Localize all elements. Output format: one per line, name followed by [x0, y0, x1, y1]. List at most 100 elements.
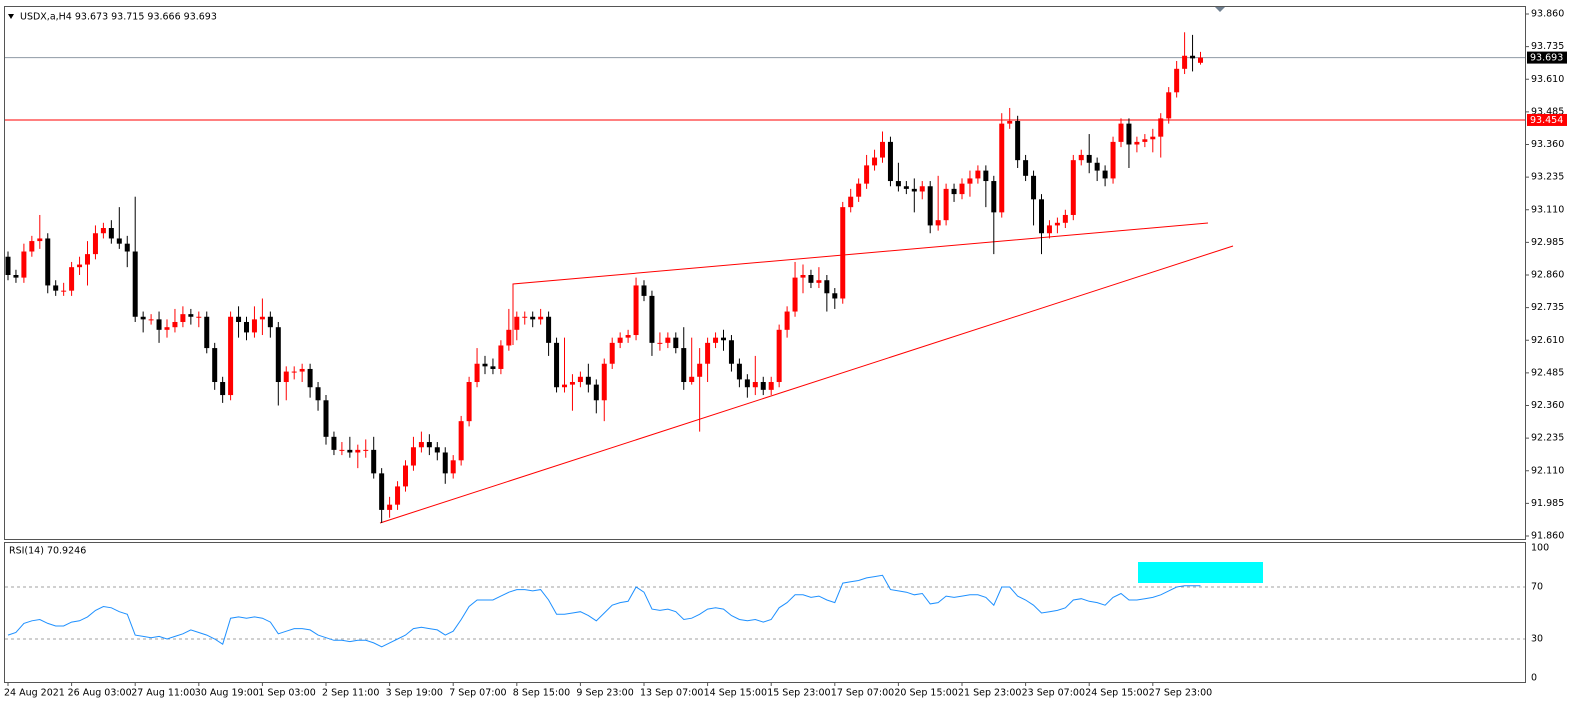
candle-body: [450, 460, 456, 474]
candle-body: [657, 342, 663, 344]
x-tick-label: 20 Sep 15:00: [894, 688, 957, 699]
candle-body: [212, 348, 218, 383]
candle-body: [768, 382, 774, 390]
candle-body: [100, 228, 106, 234]
trend-line[interactable]: [512, 222, 1209, 345]
candle-body: [1023, 160, 1029, 176]
y-tick-label: 92.985: [1531, 237, 1564, 248]
candle-body: [816, 280, 822, 283]
candle-body: [983, 170, 989, 182]
x-tick-label: 15 Sep 23:00: [767, 688, 830, 699]
candle-body: [299, 368, 305, 372]
x-tick-label: 27 Sep 23:00: [1149, 688, 1212, 699]
y-tick-label: 92.235: [1531, 433, 1564, 444]
price-label: 93.693: [1530, 53, 1563, 64]
candle-body: [267, 316, 273, 328]
x-tick-label: 9 Sep 23:00: [576, 688, 633, 699]
candle-body: [784, 311, 790, 330]
candle-body: [1150, 136, 1156, 140]
highlight-box[interactable]: [1138, 562, 1263, 583]
candle-body: [1086, 154, 1092, 163]
candle-body: [140, 316, 146, 320]
candle-body: [681, 348, 687, 383]
x-tick-label: 7 Sep 07:00: [449, 688, 506, 699]
candle-body: [625, 335, 631, 338]
candle-body: [498, 345, 504, 369]
candle-body: [609, 342, 615, 364]
candle-body: [291, 371, 297, 373]
candle-body: [943, 188, 949, 221]
candle-body: [649, 295, 655, 343]
candle-body: [323, 400, 329, 437]
candle-body: [1102, 170, 1108, 179]
y-tick-label: 91.985: [1531, 498, 1564, 509]
candle-body: [895, 181, 901, 187]
candle-body: [713, 337, 719, 343]
candle-body: [593, 384, 599, 401]
y-tick-label: 92.485: [1531, 367, 1564, 378]
x-tick-label: 8 Sep 15:00: [513, 688, 570, 699]
candle-body: [856, 183, 862, 197]
candle-body: [903, 186, 909, 189]
candle-body: [363, 449, 369, 451]
candle-body: [251, 319, 257, 333]
candle-body: [999, 123, 1005, 213]
candle-body: [1039, 199, 1044, 234]
candle-body: [275, 327, 281, 383]
candle-body: [434, 447, 440, 453]
candle-body: [848, 196, 854, 208]
candle-body: [395, 486, 401, 505]
candle-body: [53, 285, 59, 291]
candle-body: [927, 186, 933, 226]
candle-body: [1070, 160, 1076, 215]
candle-body: [577, 376, 583, 383]
candle-body: [991, 181, 997, 213]
candle-body: [244, 321, 249, 333]
x-tick-label: 24 Sep 15:00: [1085, 688, 1148, 699]
candle-body: [442, 452, 448, 474]
candle-body: [872, 157, 878, 166]
x-tick-label: 21 Sep 23:00: [958, 688, 1021, 699]
candle-body: [156, 319, 162, 330]
y-tick-label: 92.360: [1531, 400, 1564, 411]
x-tick-label: 27 Aug 11:00: [131, 688, 195, 699]
candle-body: [562, 384, 567, 388]
candle-body: [403, 465, 408, 487]
candle-body: [204, 316, 210, 349]
y-tick-label: 92.860: [1531, 270, 1564, 281]
candle-body: [800, 275, 806, 278]
x-tick-label: 14 Sep 15:00: [704, 688, 767, 699]
candle-body: [1015, 121, 1021, 161]
x-tick-label: 26 Aug 03:00: [68, 688, 132, 699]
candle-body: [180, 314, 186, 322]
candle-body: [1054, 222, 1060, 226]
candle-body: [371, 449, 377, 474]
x-tick-label: 30 Aug 19:00: [195, 688, 259, 699]
candle-body: [959, 183, 965, 195]
candle-body: [132, 251, 138, 317]
candle-body: [665, 337, 671, 343]
candle-body: [1126, 123, 1132, 145]
y-tick-label: 70: [1531, 582, 1543, 593]
trend-line[interactable]: [379, 245, 1234, 524]
candle-body: [1046, 225, 1052, 234]
candle-body: [307, 368, 313, 388]
candle-body: [880, 141, 885, 158]
candle-body: [530, 316, 536, 320]
x-tick-label: 17 Sep 07:00: [831, 688, 894, 699]
candle-body: [77, 264, 83, 268]
x-tick-label: 13 Sep 07:00: [640, 688, 703, 699]
candle-body: [514, 316, 520, 330]
y-tick-label: 93.610: [1531, 74, 1564, 85]
candle-body: [919, 186, 925, 192]
candle-body: [792, 277, 798, 312]
candle-body: [1031, 175, 1037, 200]
collapse-icon[interactable]: [8, 14, 14, 19]
candle-body: [387, 504, 393, 510]
y-tick-label: 100: [1531, 543, 1549, 554]
candle-body: [824, 280, 830, 294]
candle-body: [1158, 118, 1164, 137]
